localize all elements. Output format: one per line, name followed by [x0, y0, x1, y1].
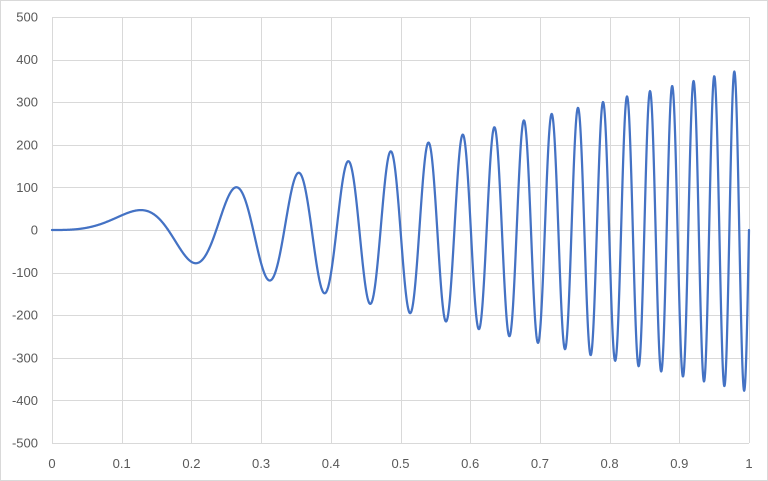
y-tick-label: 300 [16, 95, 38, 110]
x-tick-label: 0.1 [113, 456, 131, 471]
y-tick-label: -300 [12, 350, 38, 365]
y-tick-label: -100 [12, 265, 38, 280]
x-tick-label: 0 [48, 456, 55, 471]
x-tick-label: 0.8 [601, 456, 619, 471]
y-tick-label: -200 [12, 308, 38, 323]
y-tick-label: -400 [12, 393, 38, 408]
x-tick-label: 0.7 [531, 456, 549, 471]
y-tick-label: 500 [16, 10, 38, 25]
series-line [50, 70, 751, 392]
x-tick-label: 0.9 [670, 456, 688, 471]
x-tick-label: 0.2 [182, 456, 200, 471]
x-tick-label: 0.6 [461, 456, 479, 471]
x-tick-label: 0.5 [391, 456, 409, 471]
y-tick-label: 200 [16, 137, 38, 152]
x-tick-label: 1 [745, 456, 752, 471]
y-tick-label: -500 [12, 436, 38, 451]
series-layer [50, 70, 751, 392]
x-tick-label: 0.3 [252, 456, 270, 471]
y-tick-label: 100 [16, 180, 38, 195]
y-tick-label: 400 [16, 52, 38, 67]
y-tick-label: 0 [31, 223, 38, 238]
x-tick-label: 0.4 [322, 456, 340, 471]
x-axis-tick-labels: 0 0.1 0.2 0.3 0.4 0.5 0.6 0.7 0.8 0.9 1 [48, 456, 752, 471]
y-axis-tick-labels: -500 -400 -300 -200 -100 0 100 200 300 400 500 [12, 10, 38, 451]
